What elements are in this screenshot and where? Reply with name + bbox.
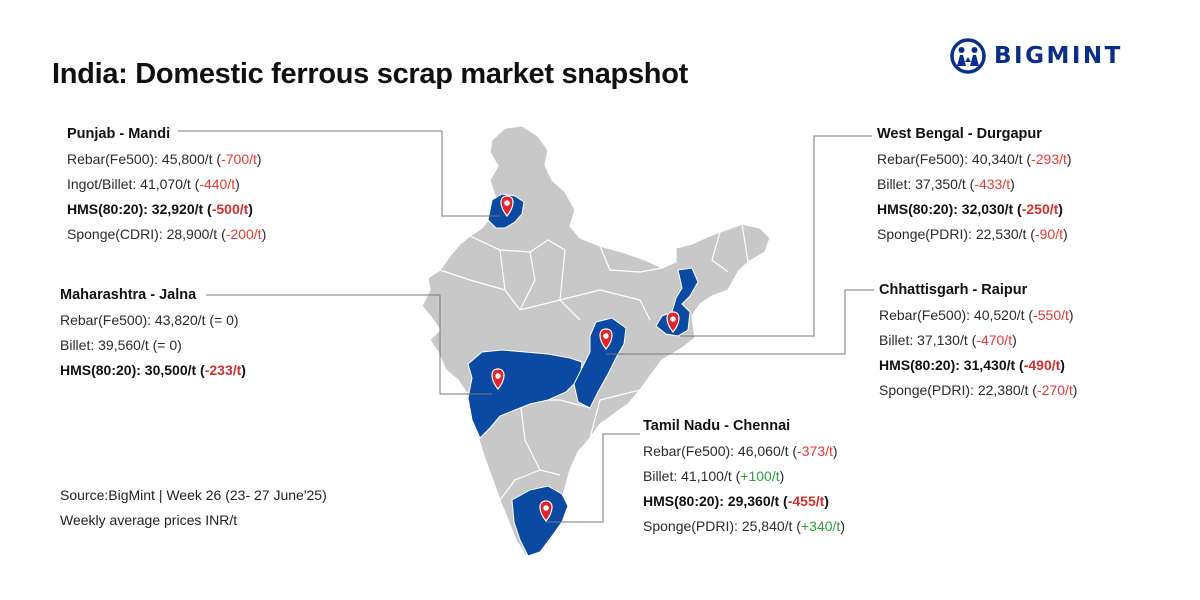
price-row: Billet: 37,350/t (-433/t) <box>877 176 1015 192</box>
price-row: HMS(80:20): 30,500/t (-233/t) <box>60 362 246 378</box>
price-row: HMS(80:20): 29,360/t (-455/t) <box>643 493 829 509</box>
market-tamil-nadu: Tamil Nadu - Chennai Rebar(Fe500): 46,06… <box>643 414 845 539</box>
state-chhattisgarh <box>573 317 627 409</box>
market-maharashtra: Maharashtra - Jalna Rebar(Fe500): 43,820… <box>60 283 246 383</box>
state-tamil-nadu <box>511 485 569 557</box>
pin-maharashtra-icon <box>491 368 505 390</box>
market-chhattisgarh: Chhattisgarh - Raipur Rebar(Fe500): 40,5… <box>879 278 1077 403</box>
market-punjab: Punjab - Mandi Rebar(Fe500): 45,800/t (-… <box>67 122 266 247</box>
page-title: India: Domestic ferrous scrap market sna… <box>52 58 688 90</box>
leader-chhattisgarh <box>606 289 874 355</box>
price-row: Billet: 37,130/t (-470/t) <box>879 332 1017 348</box>
pin-tamil-nadu-icon <box>539 500 553 522</box>
brand-name: BIGMINT <box>994 43 1123 69</box>
market-heading: Tamil Nadu - Chennai <box>643 418 791 434</box>
price-row: Rebar(Fe500): 40,340/t (-293/t) <box>877 151 1072 167</box>
price-row: Rebar(Fe500): 40,520/t (-550/t) <box>879 307 1074 323</box>
units-line: Weekly average prices INR/t <box>60 512 238 528</box>
price-row: HMS(80:20): 31,430/t (-490/t) <box>879 357 1065 373</box>
market-heading: Punjab - Mandi <box>67 126 171 142</box>
price-row: HMS(80:20): 32,030/t (-250/t) <box>877 201 1063 217</box>
leader-maharashtra <box>206 294 492 395</box>
price-row: Billet: 39,560/t (= 0) <box>60 337 182 353</box>
price-row: Sponge(CDRI): 28,900/t (-200/t) <box>67 226 267 242</box>
price-row: Rebar(Fe500): 43,820/t (= 0) <box>60 312 239 328</box>
price-row: Billet: 41,100/t (+100/t) <box>643 468 785 484</box>
price-row: Ingot/Billet: 41,070/t (-440/t) <box>67 176 240 192</box>
price-row: Rebar(Fe500): 46,060/t (-373/t) <box>643 443 838 459</box>
pin-chhattisgarh-icon <box>599 328 613 350</box>
brand-logo: BIGMINT <box>950 38 1123 74</box>
source-line: Source:BigMint | Week 26 (23- 27 June'25… <box>60 487 327 503</box>
market-heading: Chhattisgarh - Raipur <box>879 282 1028 298</box>
people-logo-icon <box>950 38 986 74</box>
source-note: Source:BigMint | Week 26 (23- 27 June'25… <box>60 483 327 533</box>
leader-punjab <box>178 130 500 217</box>
leader-lines <box>178 130 874 523</box>
price-row: Sponge(PDRI): 25,840/t (+340/t) <box>643 518 845 534</box>
pin-west-bengal-icon <box>666 311 680 333</box>
state-borders <box>439 223 749 501</box>
leader-tamil-nadu <box>546 433 640 523</box>
market-heading: West Bengal - Durgapur <box>877 126 1042 142</box>
price-row: Sponge(PDRI): 22,380/t (-270/t) <box>879 382 1078 398</box>
pin-punjab-icon <box>500 195 514 217</box>
leader-west-bengal <box>680 135 872 337</box>
price-row: Sponge(PDRI): 22,530/t (-90/t) <box>877 226 1068 242</box>
market-west-bengal: West Bengal - Durgapur Rebar(Fe500): 40,… <box>877 122 1072 247</box>
price-row: HMS(80:20): 32,920/t (-500/t) <box>67 201 253 217</box>
market-heading: Maharashtra - Jalna <box>60 287 197 303</box>
price-row: Rebar(Fe500): 45,800/t (-700/t) <box>67 151 262 167</box>
